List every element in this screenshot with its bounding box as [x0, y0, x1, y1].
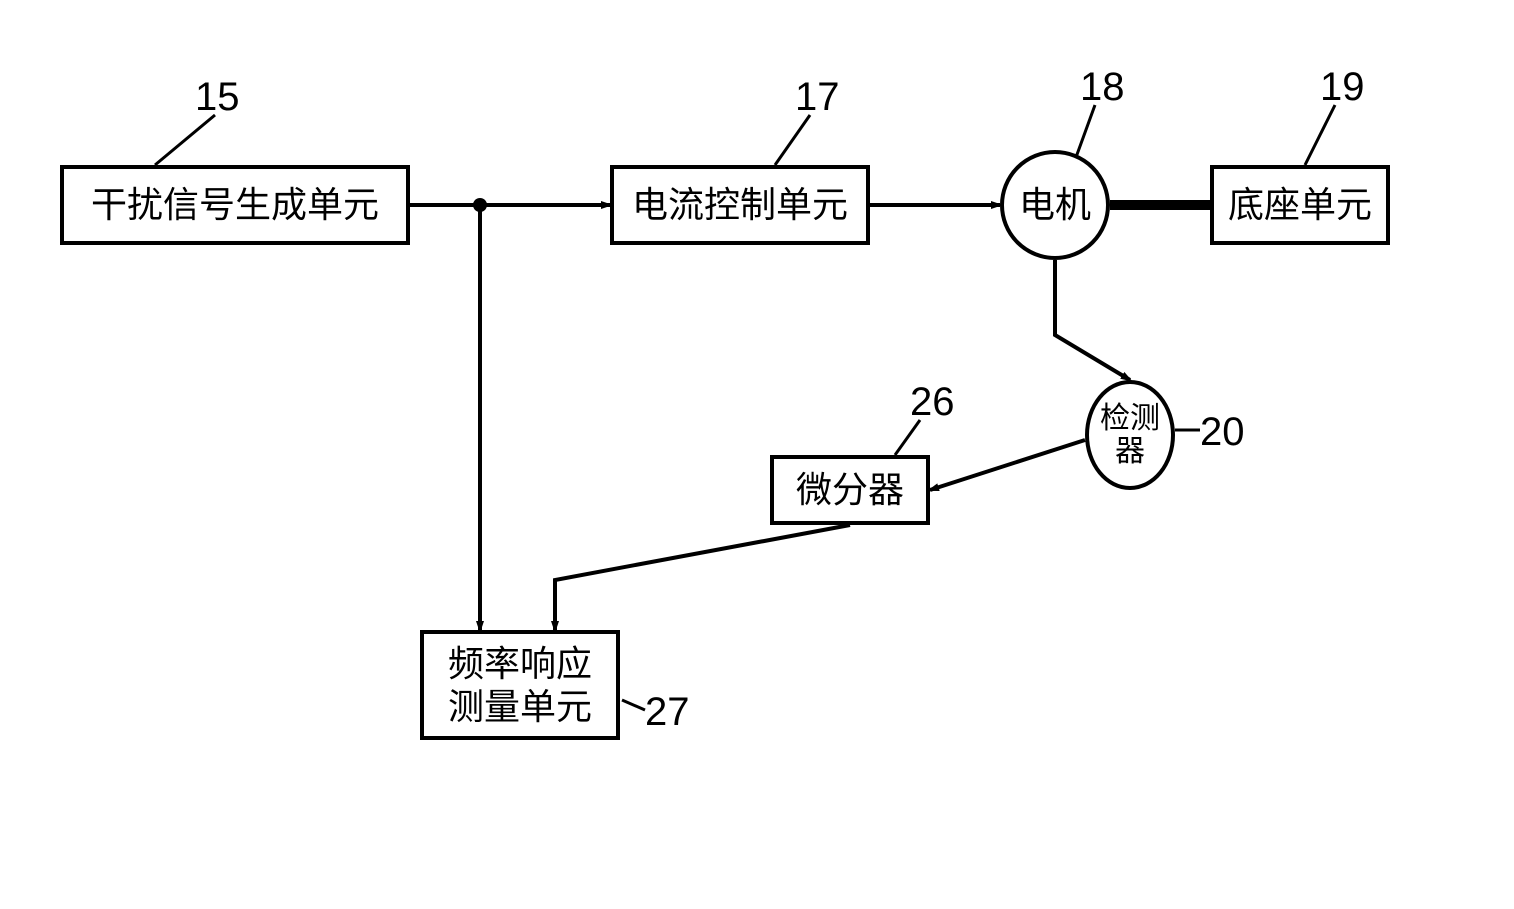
ref-15: 15 — [195, 75, 240, 120]
base-node: 底座单元 — [1210, 165, 1390, 245]
ref-26: 26 — [910, 380, 955, 425]
detector-node: 检测 器 — [1085, 380, 1175, 490]
disturbance-node: 干扰信号生成单元 — [60, 165, 410, 245]
ref-20: 20 — [1200, 410, 1245, 455]
current-node: 电流控制单元 — [610, 165, 870, 245]
diff-node: 微分器 — [770, 455, 930, 525]
ref-18: 18 — [1080, 65, 1125, 110]
motor-node: 电机 — [1000, 150, 1110, 260]
ref-19: 19 — [1320, 65, 1365, 110]
ref-27: 27 — [645, 690, 690, 735]
ref-17: 17 — [795, 75, 840, 120]
freq-node: 频率响应 测量单元 — [420, 630, 620, 740]
